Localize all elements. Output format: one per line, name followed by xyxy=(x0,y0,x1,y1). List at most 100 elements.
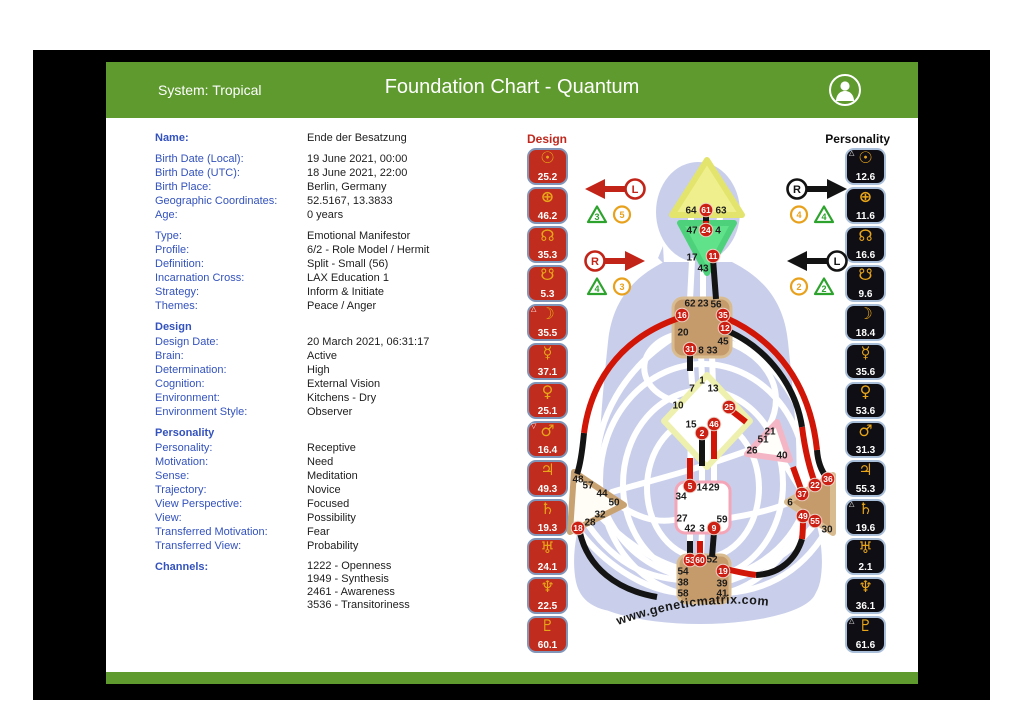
activated-gate-19 xyxy=(715,563,731,579)
gate-number: 46 xyxy=(709,419,719,429)
info-value: Inform & Initiate xyxy=(307,286,385,298)
svg-text:3: 3 xyxy=(619,282,624,292)
variable-arrow-left: L xyxy=(787,250,848,272)
info-value: 0 years xyxy=(307,209,344,221)
fixing-marker: △ xyxy=(531,306,537,313)
mercury-icon: ☿ xyxy=(860,343,871,362)
info-label: Sense: xyxy=(155,470,190,482)
gate-line-value: 19.3 xyxy=(537,523,558,534)
variable-badge-circle: 3 xyxy=(612,277,632,296)
design-planet-box: ▽ ♂ 16.4 xyxy=(527,421,568,458)
info-row: Environment: Kitchens - Dry xyxy=(155,391,525,405)
info-row: Personality: Receptive xyxy=(155,441,525,455)
gate-number: 61 xyxy=(701,205,711,215)
info-value: Active xyxy=(307,350,337,362)
info-value: External Vision xyxy=(307,378,381,390)
gate-number: 40 xyxy=(776,451,788,462)
gate-number: 26 xyxy=(746,446,758,457)
variable-badge-triangle: 3 xyxy=(586,205,608,224)
design-planet-column: ☉ 25.2 ⊕ 46.2 ☊ 35.3 ☋ 5.3 △ ☽ 35.5 ☿ 37.1 ♀ 25.1 ▽ ♂ 16.… xyxy=(527,148,568,655)
gate-number: 8 xyxy=(698,346,704,357)
info-row: Birth Date (UTC): 18 June 2021, 22:00 xyxy=(155,166,525,180)
info-row: Birth Place: Berlin, Germany xyxy=(155,180,525,194)
gate-number: 62 xyxy=(684,299,696,310)
info-value: Berlin, Germany xyxy=(307,181,387,193)
gate-line-value: 5.3 xyxy=(540,289,555,300)
saturn-icon: ♄ xyxy=(858,499,873,518)
variable-badge-triangle: 2 xyxy=(813,277,835,296)
person-icon[interactable] xyxy=(828,73,862,107)
gate-line-value: 49.3 xyxy=(537,484,558,495)
info-value: Probability xyxy=(307,540,359,552)
variable-badge-circle: 5 xyxy=(612,205,632,224)
info-value: 52.5167, 13.3833 xyxy=(307,195,393,207)
earth-icon: ⊕ xyxy=(540,187,555,206)
info-label: Trajectory: xyxy=(155,484,207,496)
info-row: Geographic Coordinates: 52.5167, 13.3833 xyxy=(155,194,525,208)
svg-text:4: 4 xyxy=(594,284,599,294)
personality-planet-box: ♀ 53.6 xyxy=(845,382,886,419)
gate-number: 4 xyxy=(715,226,721,237)
gate-line-value: 16.4 xyxy=(537,445,558,456)
info-label: View: xyxy=(155,512,182,524)
activated-gate-2 xyxy=(694,425,710,441)
gate-number: 33 xyxy=(706,346,718,357)
personality-planet-box: ☊ 16.6 xyxy=(845,226,886,263)
info-value: Peace / Anger xyxy=(307,300,377,312)
spleen-center xyxy=(567,469,627,535)
personality-planet-box: ☋ 9.6 xyxy=(845,265,886,302)
info-value-line: 3536 - Transitoriness xyxy=(307,599,410,611)
info-label: Motivation: xyxy=(155,456,209,468)
gate-number: 14 xyxy=(696,483,708,494)
footer-bar xyxy=(106,672,918,684)
gate-line-value: 53.6 xyxy=(855,406,876,417)
personality-planet-box: △ ☉ 12.6 xyxy=(845,148,886,185)
personality-channel-bar xyxy=(755,538,805,578)
info-row: Age: 0 years xyxy=(155,208,525,222)
design-planet-box: ☊ 35.3 xyxy=(527,226,568,263)
gate-line-value: 25.1 xyxy=(537,406,558,417)
info-value: High xyxy=(307,364,330,376)
variable-badge-triangle: 4 xyxy=(813,205,835,224)
svg-text:5: 5 xyxy=(619,210,624,220)
design-channel-bar xyxy=(730,408,748,425)
info-row: Cognition: External Vision xyxy=(155,377,525,391)
info-value: Meditation xyxy=(307,470,358,482)
gate-line-value: 2.1 xyxy=(858,562,873,573)
gate-number: 36 xyxy=(823,474,833,484)
sacral-center xyxy=(674,480,732,535)
info-label: Geographic Coordinates: xyxy=(155,195,278,207)
gate-number: 49 xyxy=(798,511,808,521)
info-row: Channels: 1222 - Openness 1949 - Synthesis… xyxy=(155,560,525,612)
info-row: Profile: 6/2 - Role Model / Hermit xyxy=(155,243,525,257)
personality-planet-box: ☽ 18.4 xyxy=(845,304,886,341)
info-value: 20 March 2021, 06:31:17 xyxy=(307,336,430,348)
info-section: Name: Ende der Besatzung xyxy=(155,131,525,145)
design-planet-box: ♃ 49.3 xyxy=(527,460,568,497)
gate-number: 19 xyxy=(718,566,728,576)
gate-number: 42 xyxy=(684,524,696,535)
gate-number: 43 xyxy=(697,264,709,275)
gate-number: 51 xyxy=(757,435,769,446)
gate-number: 55 xyxy=(810,516,820,526)
gate-number: 28 xyxy=(584,518,596,529)
info-section: Design Design Date: 20 March 2021, 06:31:1… xyxy=(155,320,525,419)
variable-arrow-right: R xyxy=(584,250,645,272)
gate-line-value: 35.5 xyxy=(537,328,558,339)
activated-gate-46 xyxy=(706,416,722,432)
gate-number: 37 xyxy=(797,489,807,499)
personality-planet-box: △ ♇ 61.6 xyxy=(845,616,886,653)
svg-text:L: L xyxy=(834,256,841,268)
gate-line-value: 25.2 xyxy=(537,172,558,183)
gate-line-value: 61.6 xyxy=(855,640,876,651)
design-channel-bar xyxy=(581,315,680,434)
header-bar: System: Tropical Foundation Chart - Quan… xyxy=(106,62,918,118)
gate-number: 15 xyxy=(685,420,697,431)
jupiter-icon: ♃ xyxy=(540,460,555,479)
svg-text:2: 2 xyxy=(796,282,801,292)
info-row: Transferred View: Probability xyxy=(155,539,525,553)
mars-icon: ♂ xyxy=(540,421,555,440)
info-label: Determination: xyxy=(155,364,227,376)
